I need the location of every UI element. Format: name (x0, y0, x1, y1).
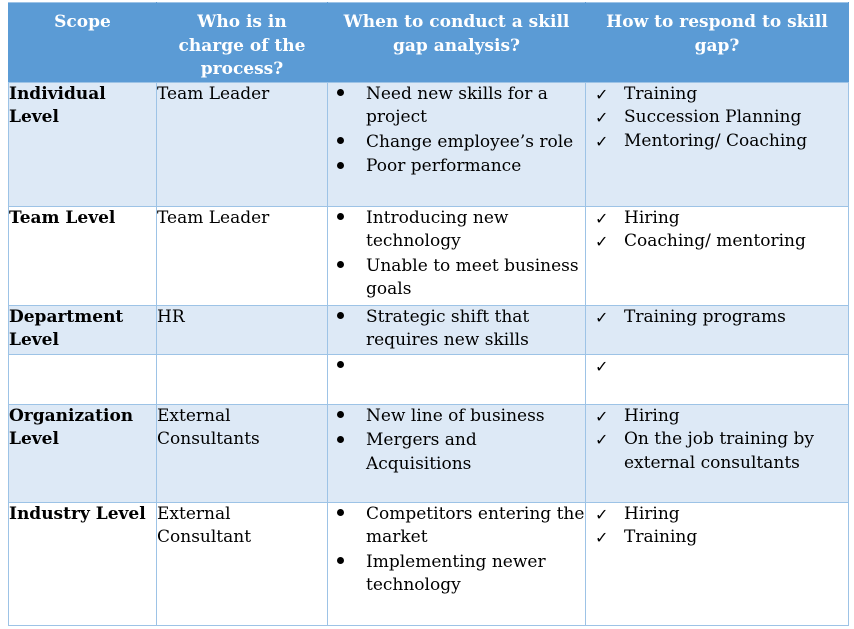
who-cell: HR (156, 304, 328, 355)
list-item: Strategic shift that requires new skills (328, 306, 585, 353)
checkmark-icon: ✓ (595, 232, 609, 251)
list-item: ✓ Training (586, 526, 848, 550)
scope-cell: Individual Level (8, 81, 157, 207)
list-item: Poor performance (328, 155, 585, 179)
list-item: ✓ Hiring (586, 405, 848, 429)
who-cell: External Consultant (156, 501, 328, 626)
response-cell: ✓ Hiring ✓ Training (585, 501, 849, 626)
when-cell: Introducing new technology Unable to mee… (327, 205, 586, 306)
list-item: ✓ Succession Planning (586, 106, 848, 130)
list-item: Mergers and Acquisitions (328, 429, 585, 476)
skill-gap-table: Scope Who is in charge of the process? W… (8, 2, 849, 626)
bullet-icon (337, 503, 344, 527)
list-item: ✓ On the job training by external consult… (595, 429, 814, 473)
who-cell (156, 353, 328, 405)
checkmark-icon: ✓ (595, 528, 609, 547)
checkmark-icon: ✓ (595, 84, 609, 104)
list-item: Unable to meet business goals (328, 255, 585, 302)
bullet-icon (337, 207, 344, 231)
header-row: Scope Who is in charge of the process? W… (8, 2, 849, 83)
list-item: ✓ Mentoring/ Coaching (586, 130, 848, 154)
checkmark-icon: ✓ (595, 208, 609, 228)
list-item: ✓ (586, 355, 848, 379)
when-cell: Need new skills for a project Change emp… (327, 81, 586, 207)
when-cell: Strategic shift that requires new skills (327, 304, 586, 355)
list-item: ✓ Coaching/ mentoring (586, 230, 848, 254)
list-item: Competitors entering the market (328, 503, 585, 550)
header-who: Who is in charge of the process? (156, 2, 328, 83)
who-cell: Team Leader (156, 81, 328, 207)
response-cell: ✓ Training ✓ Succession Planning ✓ Mentorin… (585, 81, 849, 207)
bullet-icon (337, 306, 344, 330)
response-cell: ✓ Training programs (585, 304, 849, 355)
list-item: ✓ Training programs (586, 306, 848, 330)
list-item (328, 355, 585, 379)
list-item: ✓ Training (586, 83, 848, 107)
table-row: Organization Level External Consultants … (8, 403, 849, 503)
checkmark-icon: ✓ (595, 356, 609, 376)
response-cell: ✓ Hiring ✓ Coaching/ mentoring (585, 205, 849, 306)
when-cell: Competitors entering the market Implemen… (327, 501, 586, 626)
header-how: How to respond to skill gap? (585, 2, 849, 83)
table-row: Individual Level Team Leader Need new sk… (8, 81, 849, 207)
response-cell: ✓ (585, 353, 849, 405)
table-row: Industry Level External Consultant Compe… (8, 501, 849, 626)
table-row: Team Level Team Leader Introducing new t… (8, 205, 849, 306)
bullet-icon (337, 83, 344, 107)
table-row: Department Level HR Strategic shift that… (8, 304, 849, 355)
bullet-icon (337, 355, 344, 379)
who-cell: External Consultants (156, 403, 328, 503)
scope-cell: Team Level (8, 205, 157, 306)
list-item: ✓ Hiring (586, 503, 848, 527)
list-item: New line of business (328, 405, 585, 429)
checkmark-icon: ✓ (595, 108, 609, 127)
list-item: Change employee’s role (328, 131, 585, 155)
scope-cell: Industry Level (8, 501, 157, 626)
list-item: Implementing newer technology (328, 551, 585, 598)
response-cell: ✓ Hiring ✓ On the job training by external… (585, 403, 849, 503)
list-item: Need new skills for a project (328, 83, 585, 130)
bullet-icon (337, 155, 344, 179)
checkmark-icon: ✓ (595, 504, 609, 524)
scope-cell: Organization Level (8, 403, 157, 503)
when-cell (327, 353, 586, 405)
bullet-icon (337, 429, 344, 453)
checkmark-icon: ✓ (595, 406, 609, 426)
bullet-icon (337, 131, 344, 155)
list-item: ✓ Hiring (586, 207, 848, 231)
who-cell: Team Leader (156, 205, 328, 306)
bullet-icon (337, 551, 344, 575)
checkmark-icon: ✓ (595, 131, 609, 151)
when-cell: New line of business Mergers and Acquisi… (327, 403, 586, 503)
list-item: Introducing new technology (328, 207, 585, 254)
checkmark-icon: ✓ (595, 307, 609, 327)
checkmark-icon: ✓ (595, 430, 609, 449)
header-when: When to conduct a skill gap analysis? (327, 2, 586, 83)
bullet-icon (337, 255, 344, 279)
header-scope: Scope (8, 2, 157, 83)
scope-cell: Department Level (8, 304, 157, 355)
bullet-icon (337, 405, 344, 429)
scope-cell (8, 353, 157, 405)
table-row: ✓ (8, 353, 849, 405)
